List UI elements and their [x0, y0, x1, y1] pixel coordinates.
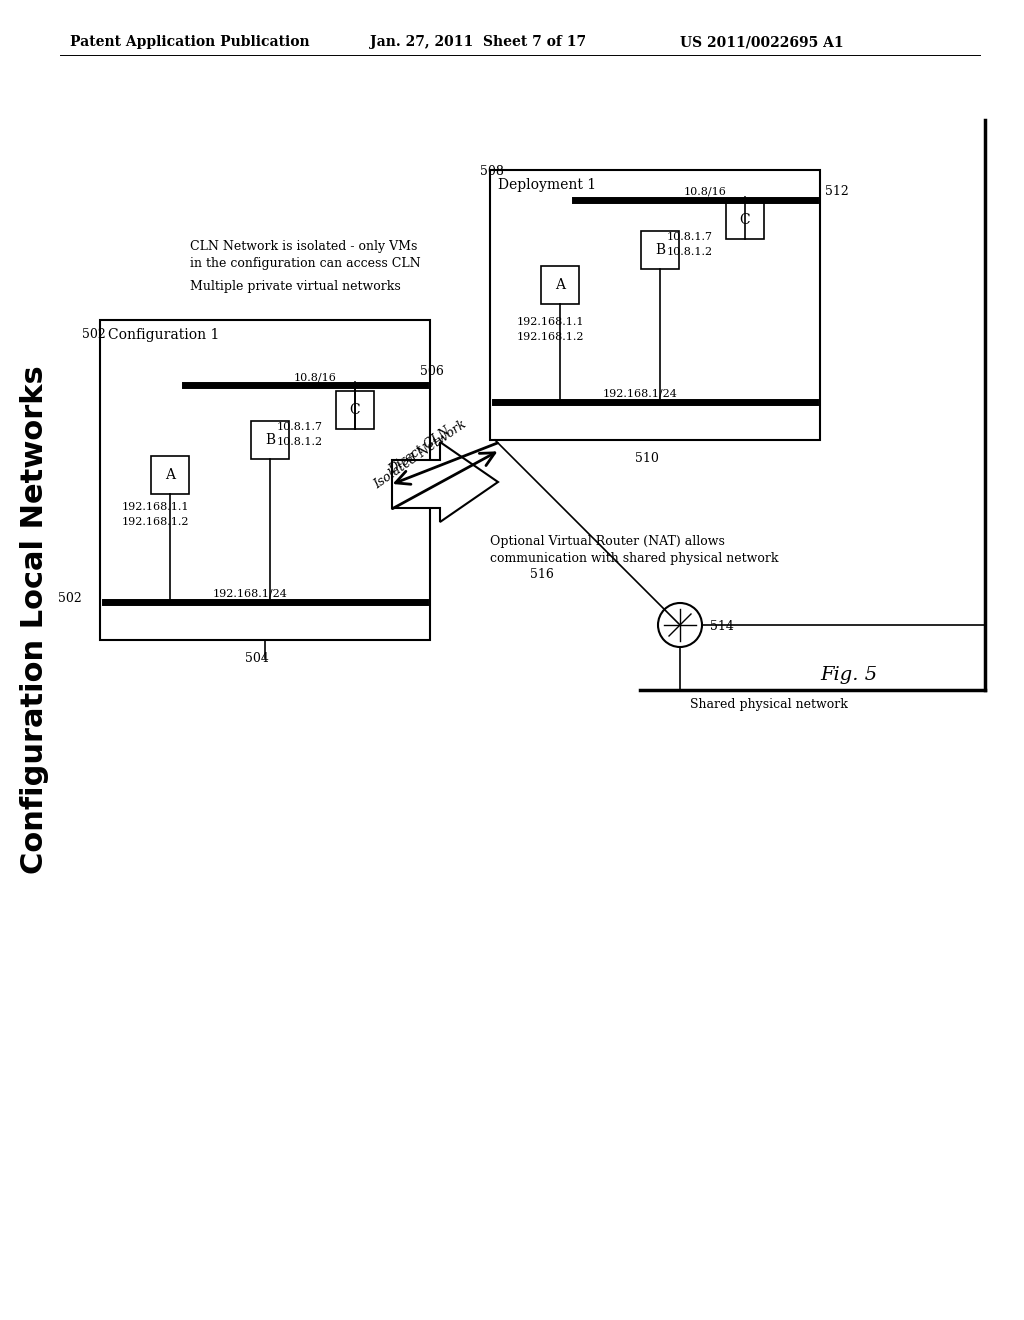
- Text: 10.8/16: 10.8/16: [294, 372, 337, 381]
- Text: Configuration 1: Configuration 1: [108, 327, 219, 342]
- Text: Patent Application Publication: Patent Application Publication: [70, 36, 309, 49]
- FancyBboxPatch shape: [641, 231, 679, 269]
- Text: 506: 506: [420, 366, 443, 378]
- Text: Shared physical network: Shared physical network: [690, 698, 848, 711]
- FancyBboxPatch shape: [151, 455, 189, 494]
- Text: 502: 502: [82, 327, 105, 341]
- Text: 512: 512: [825, 185, 849, 198]
- Text: 10.8.1.2: 10.8.1.2: [276, 437, 323, 447]
- Text: 192.168.1.1: 192.168.1.1: [516, 317, 584, 327]
- Text: Multiple private virtual networks: Multiple private virtual networks: [190, 280, 400, 293]
- Text: Optional Virtual Router (NAT) allows: Optional Virtual Router (NAT) allows: [490, 535, 725, 548]
- Text: in the configuration can access CLN: in the configuration can access CLN: [190, 257, 421, 271]
- Text: 10.8.1.7: 10.8.1.7: [667, 232, 713, 242]
- Text: US 2011/0022695 A1: US 2011/0022695 A1: [680, 36, 844, 49]
- Text: A: A: [165, 469, 175, 482]
- Text: 10.8.1.7: 10.8.1.7: [278, 422, 323, 432]
- Text: communication with shared physical network: communication with shared physical netwo…: [490, 552, 778, 565]
- Text: 192.168.1/24: 192.168.1/24: [213, 589, 288, 599]
- Text: A: A: [555, 279, 565, 292]
- Text: 514: 514: [710, 620, 734, 634]
- Text: Isolated Network: Isolated Network: [372, 417, 469, 491]
- Text: B: B: [655, 243, 665, 257]
- Text: 192.168.1.2: 192.168.1.2: [121, 517, 188, 527]
- Text: B: B: [265, 433, 275, 447]
- Text: 192.168.1.1: 192.168.1.1: [121, 502, 188, 512]
- FancyBboxPatch shape: [336, 391, 374, 429]
- FancyBboxPatch shape: [726, 201, 764, 239]
- Text: Deployment 1: Deployment 1: [498, 178, 596, 191]
- Text: Direct CLN: Direct CLN: [387, 424, 454, 477]
- Text: Fig. 5: Fig. 5: [820, 667, 878, 684]
- Bar: [490, 170, 820, 440]
- Text: C: C: [739, 213, 751, 227]
- Text: 192.168.1.2: 192.168.1.2: [516, 333, 584, 342]
- Text: C: C: [349, 403, 360, 417]
- Text: 508: 508: [480, 165, 504, 178]
- Polygon shape: [392, 442, 498, 521]
- FancyBboxPatch shape: [251, 421, 289, 459]
- Text: Jan. 27, 2011  Sheet 7 of 17: Jan. 27, 2011 Sheet 7 of 17: [370, 36, 586, 49]
- Text: 516: 516: [530, 568, 554, 581]
- Text: 504: 504: [245, 652, 269, 665]
- Text: CLN Network is isolated - only VMs: CLN Network is isolated - only VMs: [190, 240, 418, 253]
- Text: 502: 502: [58, 591, 82, 605]
- Text: 10.8/16: 10.8/16: [684, 187, 726, 197]
- Bar: [100, 319, 430, 640]
- FancyBboxPatch shape: [541, 267, 579, 304]
- Text: 510: 510: [635, 451, 658, 465]
- Text: Configuration Local Networks: Configuration Local Networks: [20, 366, 49, 874]
- Text: 192.168.1/24: 192.168.1/24: [602, 389, 678, 399]
- Text: 10.8.1.2: 10.8.1.2: [667, 247, 713, 257]
